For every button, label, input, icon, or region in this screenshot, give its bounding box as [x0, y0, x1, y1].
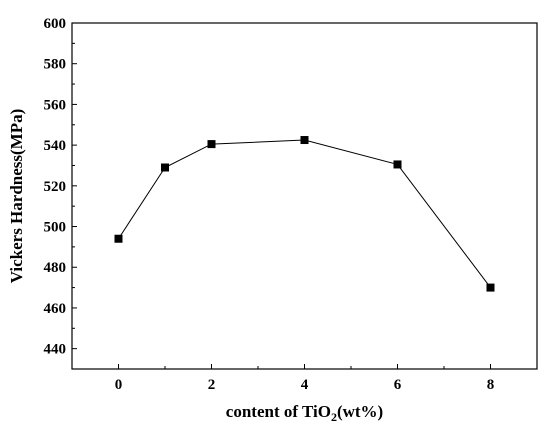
- y-tick-label: 440: [44, 342, 67, 358]
- y-tick-label: 560: [44, 97, 67, 113]
- y-tick-label: 520: [44, 179, 67, 195]
- x-tick-label: 4: [301, 377, 309, 393]
- y-tick-label: 500: [44, 220, 67, 236]
- x-axis-title-suffix: (wt%): [337, 402, 383, 421]
- x-axis-title-prefix: content of TiO: [226, 402, 331, 421]
- y-tick-label: 480: [44, 260, 67, 276]
- data-point-marker: [114, 234, 123, 243]
- data-point-marker: [207, 140, 216, 149]
- y-tick-label: 540: [44, 138, 67, 154]
- x-tick-label: 8: [487, 377, 495, 393]
- data-point-marker: [393, 160, 402, 169]
- data-point-marker: [300, 136, 309, 145]
- y-axis-ticks: 440 460 480 500 520 540 560 580 600: [44, 16, 77, 370]
- x-axis-title-subscript: 2: [331, 410, 337, 424]
- plot-frame: [71, 22, 538, 370]
- x-axis-ticks: 0 2 4 6 8: [71, 364, 538, 393]
- x-tick-label: 2: [208, 377, 216, 393]
- y-tick-label: 460: [44, 301, 67, 317]
- x-tick-label: 6: [394, 377, 402, 393]
- x-tick-label: 0: [115, 377, 123, 393]
- x-axis-title: content of TiO2(wt%): [226, 402, 383, 424]
- data-point-marker: [486, 283, 495, 292]
- series-layer: [114, 136, 495, 292]
- y-tick-label: 580: [44, 57, 67, 73]
- data-point-marker: [161, 163, 169, 172]
- series-line: [118, 139, 491, 288]
- y-tick-label: 600: [44, 16, 67, 32]
- y-axis-title: Vickers Hardness(MPa): [7, 109, 26, 284]
